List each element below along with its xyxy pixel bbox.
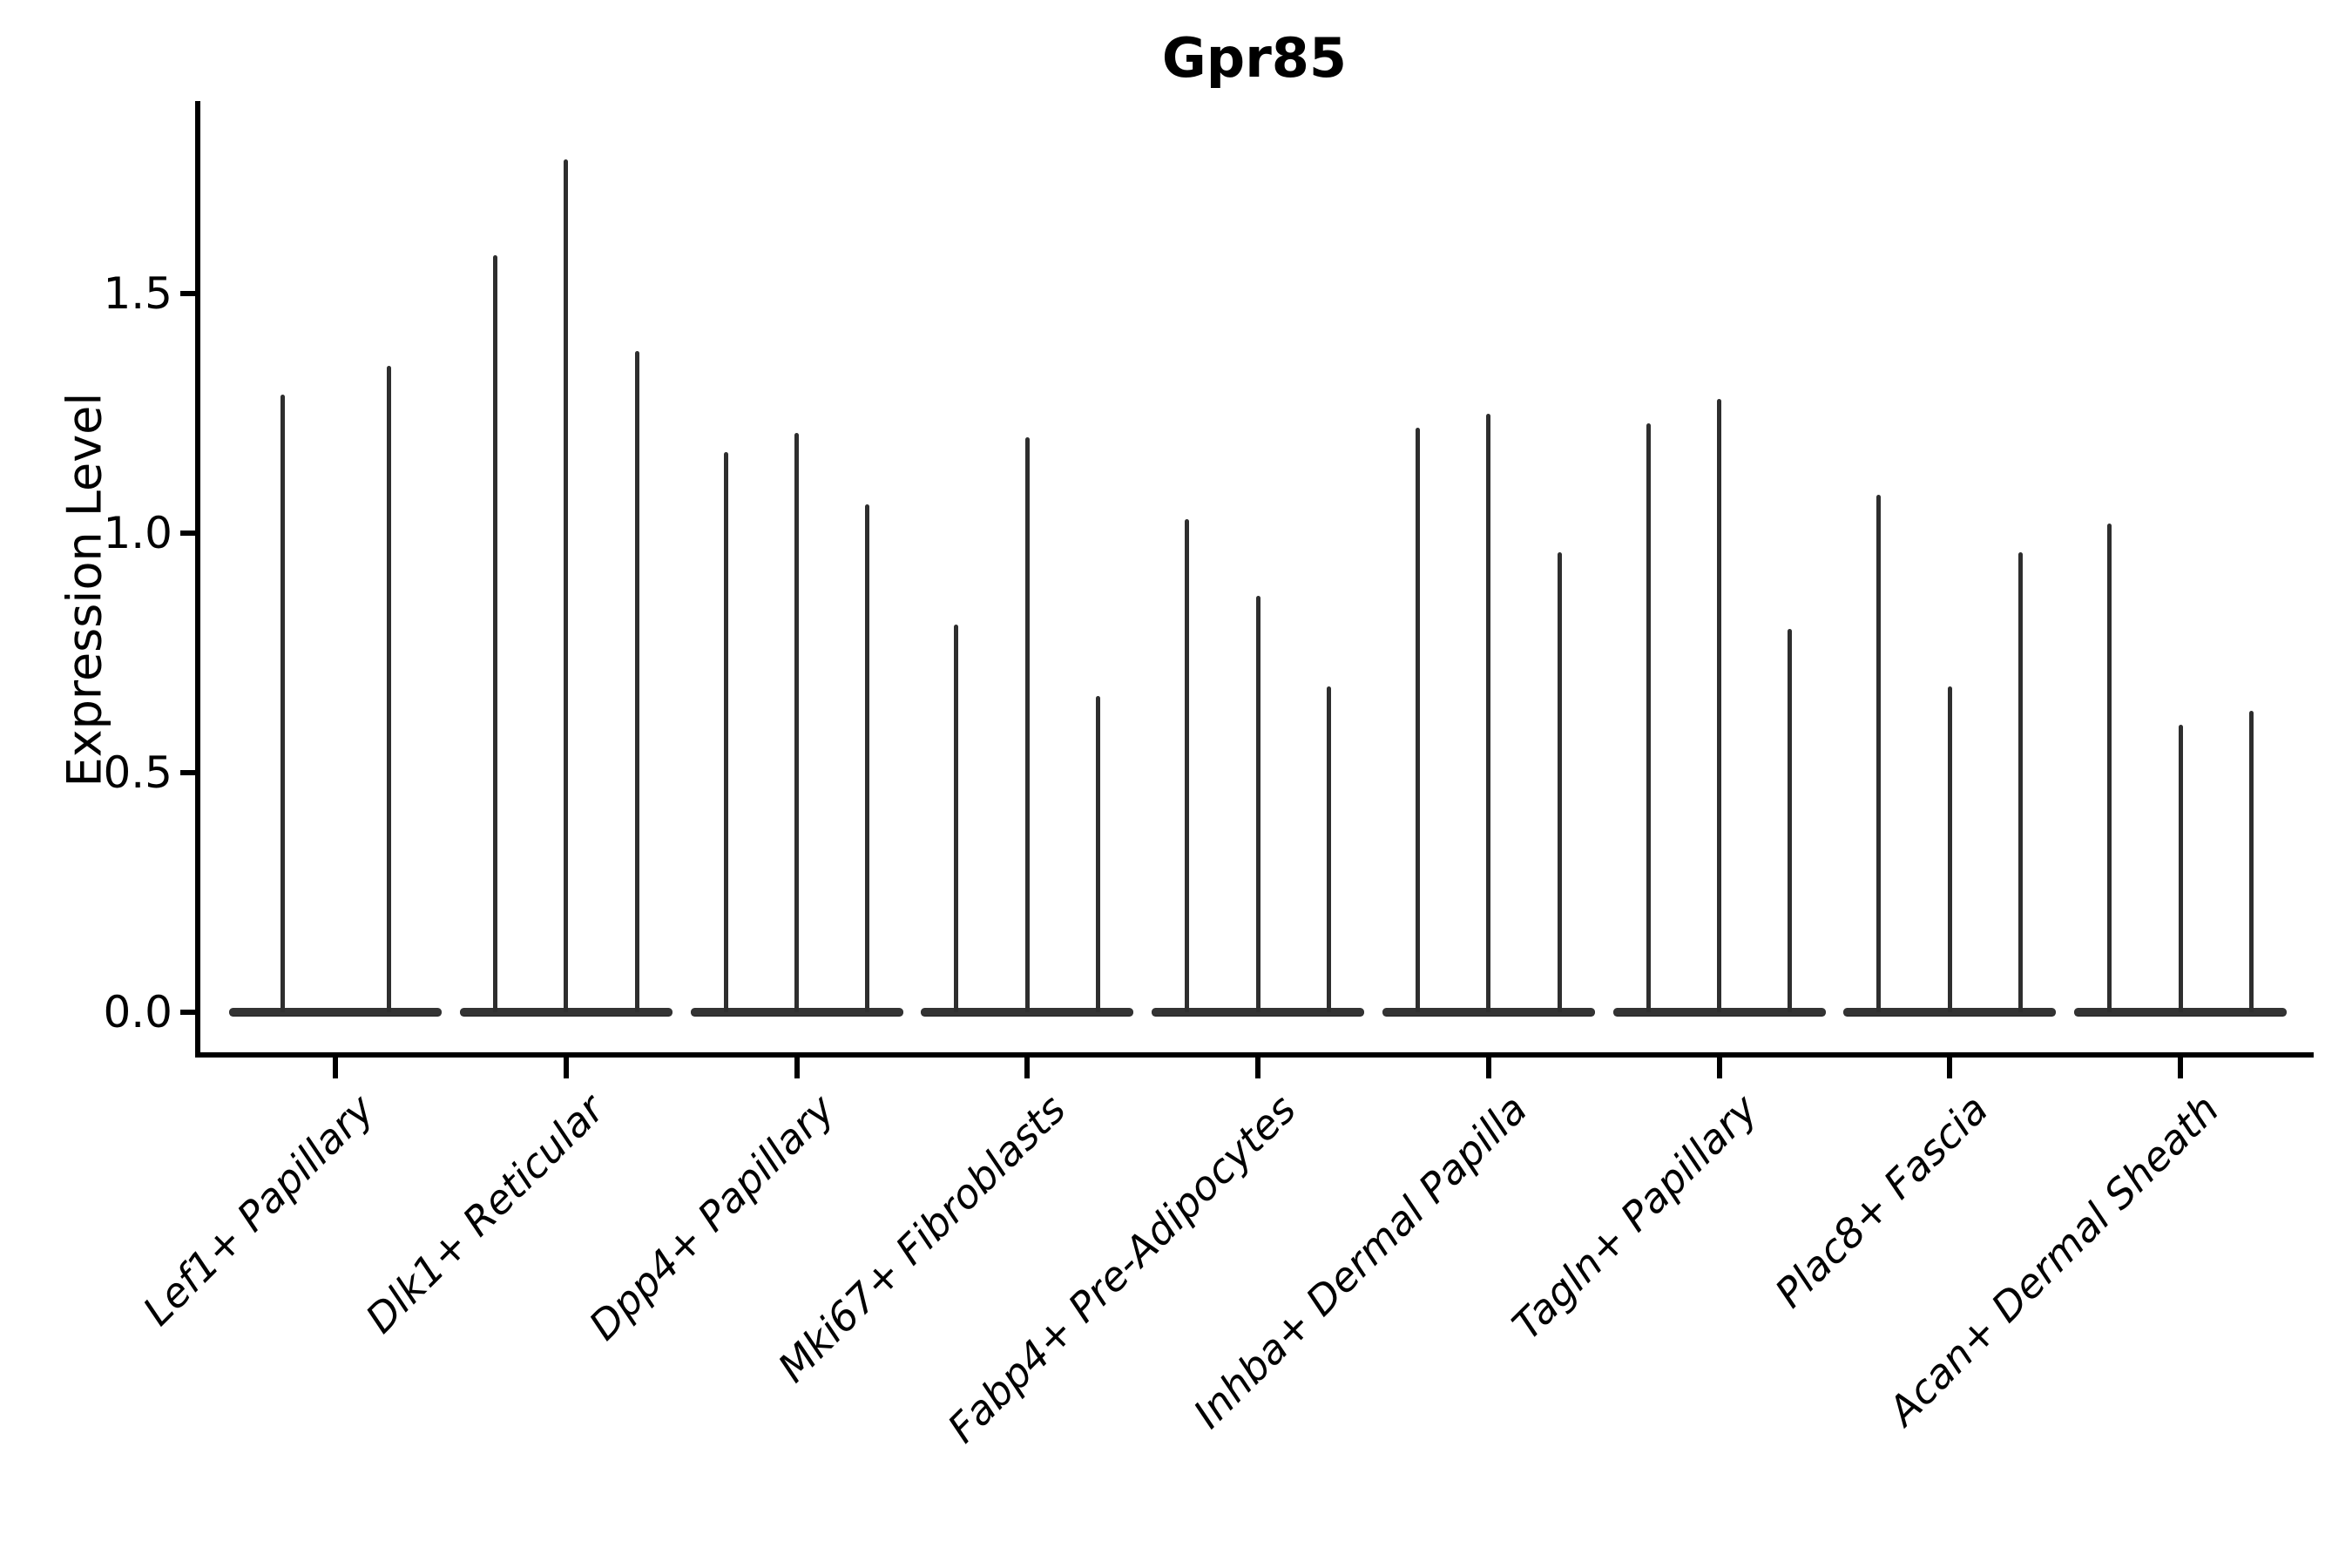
x-tick-label: Dlk1+ Reticular [356,1085,613,1342]
violin-spike [1096,696,1101,1012]
violin-spike [954,624,959,1012]
violin-spike [2018,552,2024,1012]
x-tick [794,1052,800,1078]
x-tick-label: Plac8+ Fascia [1766,1085,1997,1317]
violin-spike [492,255,497,1012]
violin-spike [1646,422,1651,1012]
x-tick-label: Tagln+ Papillary [1503,1085,1767,1349]
violin-spike [1876,495,1882,1012]
violin-spike [1415,428,1420,1012]
violin-spike [1486,413,1491,1012]
y-tick-label: 0.0 [103,987,172,1037]
x-tick [1716,1052,1722,1078]
y-tick-label: 1.0 [103,508,172,558]
chart-title: Gpr85 [1161,26,1348,90]
violin-spike [2178,725,2183,1012]
violin-spike [865,504,870,1012]
y-axis-spine [195,101,200,1058]
violin-spike [1788,629,1793,1012]
y-tick [180,1010,195,1015]
violin-spike [1557,552,1562,1012]
violin-spike [1185,518,1190,1012]
x-tick [333,1052,338,1078]
y-tick-label: 0.5 [103,747,172,798]
violin-spike [723,451,728,1012]
x-tick [1947,1052,1953,1078]
y-tick [180,770,195,775]
x-tick [1255,1052,1260,1078]
violin-spike [564,159,569,1012]
violin-spike [386,365,391,1012]
x-axis-spine [195,1052,2314,1058]
y-axis-label: Expression Level [57,392,112,787]
violin-spike [280,394,285,1012]
violin-base [229,1008,442,1016]
violin-spike [1326,686,1331,1012]
y-tick [180,531,195,536]
x-tick [563,1052,569,1078]
y-tick-label: 1.5 [103,268,172,319]
violin-spike [1947,686,1952,1012]
x-tick [1024,1052,1031,1078]
x-tick [2178,1052,2183,1078]
y-tick [180,291,195,296]
violin-spike [1717,399,1721,1012]
x-tick-label: Dpp4+ Papillary [580,1085,844,1349]
violin-spike [1024,437,1030,1012]
violin-spike [1255,595,1260,1012]
x-tick-label: Lef1+ Papillary [133,1085,383,1335]
violin-spike [2107,524,2112,1012]
violin-spike [634,351,639,1012]
violin-spike [2248,710,2254,1012]
x-tick [1485,1052,1491,1078]
violin-spike [794,432,799,1012]
